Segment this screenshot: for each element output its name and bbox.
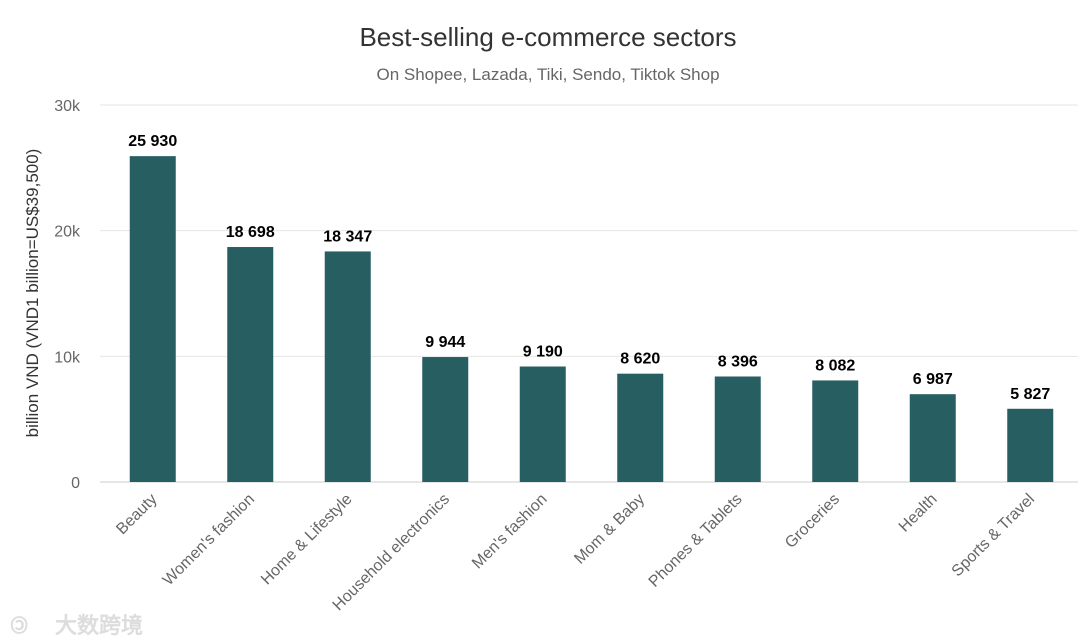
chart-subtitle: On Shopee, Lazada, Tiki, Sendo, Tiktok S… [376,65,719,84]
watermark-text: 大数跨境 [55,613,143,638]
x-tick-label: Groceries [782,491,843,552]
bar [812,380,859,482]
x-tick-label: Mom & Baby [571,491,648,568]
chart-title: Best-selling e-commerce sectors [359,22,736,52]
watermark-logo: 🄯 [10,613,28,638]
x-tick-label: Women's fashion [160,491,258,589]
bar [422,357,469,482]
x-tick-label: Phones & Tablets [646,491,746,591]
data-label: 8 082 [815,357,855,374]
bar [324,251,371,482]
y-tick-label: 30k [54,98,81,115]
watermark: 🄯 大数跨境 [10,613,143,638]
x-tick-label: Beauty [113,491,160,538]
data-label: 8 396 [718,353,758,370]
y-tick-label: 20k [54,224,81,241]
data-label: 5 827 [1010,386,1050,403]
bar [129,156,176,482]
x-tick-label: Men's fashion [469,491,550,572]
x-tick-label: Sports & Travel [949,491,1038,580]
bar [519,366,566,482]
data-label: 8 620 [620,351,660,368]
bar [1007,408,1054,482]
y-axis-label: billion VND (VND1 billion=US$39,500) [23,149,42,438]
bar [909,394,956,482]
bar [227,247,274,482]
bar [617,373,664,482]
y-tick-label: 10k [54,349,81,366]
bar [714,376,761,482]
data-label: 18 347 [323,228,372,245]
x-tick-label: Health [896,491,941,536]
y-tick-label: 0 [71,475,80,492]
x-tick-label: Home & Lifestyle [258,491,356,589]
data-label: 9 944 [425,334,465,351]
data-label: 6 987 [913,371,953,388]
data-label: 25 930 [128,133,177,150]
data-label: 9 190 [523,344,563,361]
data-label: 18 698 [226,224,275,241]
